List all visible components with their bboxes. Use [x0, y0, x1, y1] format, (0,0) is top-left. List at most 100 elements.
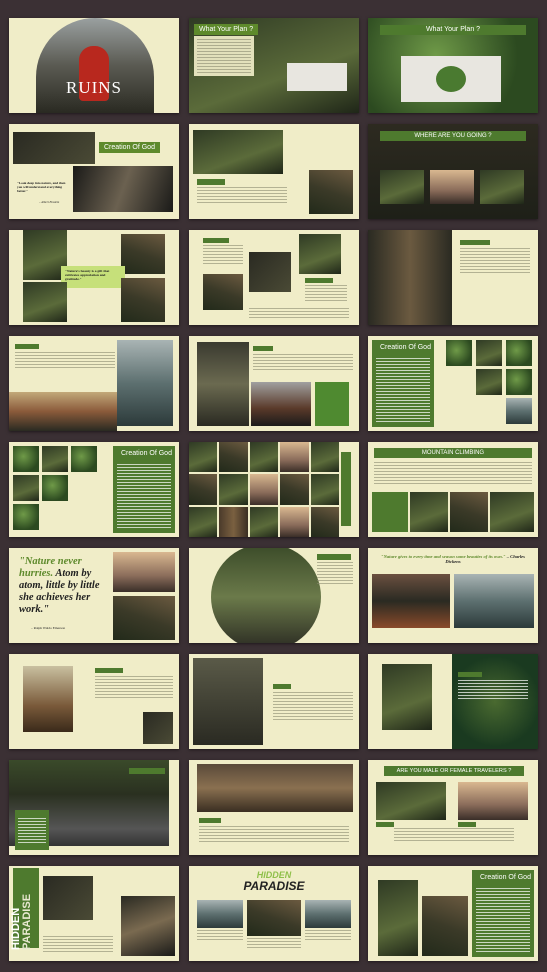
quote-text: "Look deep into nature, and then you wil… [17, 181, 66, 193]
slide-thumbnail[interactable]: What Your Plan ? [368, 18, 538, 113]
light-beam-photo [121, 896, 175, 956]
slide-thumbnail[interactable]: MOUNTAIN CLIMBING [368, 442, 538, 537]
slide-thumbnail[interactable]: Creation Of God [368, 336, 538, 431]
lake-photo [117, 340, 173, 426]
photo-grid [189, 442, 339, 537]
body-text [203, 245, 243, 265]
slide-title: RUINS [65, 78, 122, 97]
slide-thumbnail[interactable]: "Nature's beauty is a gift that cultivat… [9, 230, 179, 325]
waterfall-photo [121, 234, 165, 274]
slide-thumbnail[interactable]: RUINS [9, 18, 179, 113]
quote-text: "Nature never hurries. Atom by atom, lit… [19, 556, 100, 615]
slide-thumbnail[interactable]: Creation Of God "Look deep into nature, … [9, 124, 179, 219]
couple-photo [23, 666, 73, 732]
hiker-photo [382, 664, 432, 730]
hiker-photo [211, 548, 321, 643]
slide-thumbnail[interactable] [9, 336, 179, 431]
green-label [317, 554, 351, 560]
body-text [249, 308, 349, 318]
slide-title: Creation Of God [99, 142, 160, 153]
hiker-photo [197, 342, 249, 426]
caption-1 [197, 930, 243, 940]
photo-1 [378, 880, 418, 956]
photo-1 [113, 552, 175, 592]
slide-thumbnail[interactable] [189, 230, 359, 325]
photo-5 [42, 475, 68, 501]
slide-thumbnail[interactable]: WHERE ARE YOU GOING ? [368, 124, 538, 219]
light-photo [249, 252, 291, 292]
quote-text: "Nature gives to every time and season s… [381, 554, 525, 564]
body-text [476, 888, 530, 952]
slide-thumbnail[interactable] [189, 336, 359, 431]
slide-thumbnail[interactable]: What Your Plan ? [189, 18, 359, 113]
notebook-photo [287, 63, 347, 91]
photo-small [143, 712, 173, 744]
green-side-bar [13, 868, 39, 948]
hiker-photo [193, 658, 263, 745]
quote-text: "Nature's beauty is a gift that cultivat… [65, 269, 110, 281]
slide-thumbnail[interactable]: HIDDEN PARADISE [9, 866, 179, 961]
slide-thumbnail[interactable]: HIDDEN PARADISE [189, 866, 359, 961]
quote-box: "Nature's beauty is a gift that cultivat… [61, 266, 125, 288]
green-label [129, 768, 165, 774]
mountain-lake-photo [454, 574, 534, 628]
green-label [273, 684, 291, 689]
photo-4 [476, 369, 502, 395]
photo-1 [446, 340, 472, 366]
slide-thumbnail[interactable] [189, 548, 359, 643]
green-label [376, 822, 394, 827]
photo-1 [197, 900, 243, 928]
slide-thumbnail[interactable] [9, 654, 179, 749]
photo-2 [42, 446, 68, 472]
slide-thumbnail[interactable]: Creation Of God [9, 442, 179, 537]
slide-thumbnail[interactable] [368, 230, 538, 325]
red-jacket-figure [79, 46, 109, 101]
cave-photo [43, 876, 93, 920]
photo-2 [422, 896, 468, 956]
slide-title: Creation Of God [480, 874, 531, 881]
slide-thumbnail[interactable]: Creation Of God [368, 866, 538, 961]
green-block [315, 382, 349, 426]
river-photo [9, 392, 117, 431]
photo-5 [506, 369, 532, 395]
photo-1 [410, 492, 448, 532]
slide-title: What Your Plan ? [194, 24, 259, 35]
slide-thumbnail[interactable] [189, 760, 359, 855]
photo-6 [506, 398, 532, 424]
slide-title: Creation Of God [380, 344, 431, 351]
quote-author: – Ralph Waldo Emerson [31, 626, 66, 630]
photo-4 [13, 475, 39, 501]
green-label [253, 346, 273, 351]
green-label [203, 238, 229, 243]
forest-photo [23, 230, 67, 280]
photo-1 [380, 170, 424, 204]
photo-2 [430, 170, 474, 204]
slide-thumbnail[interactable] [9, 760, 179, 855]
light-beam-photo [73, 166, 173, 212]
forest-photo [309, 170, 353, 214]
slide-thumbnail[interactable] [368, 654, 538, 749]
hike-photo [203, 274, 243, 310]
green-label [458, 822, 476, 827]
slide-thumbnail[interactable]: "Nature never hurries. Atom by atom, lit… [9, 548, 179, 643]
slide-thumbnail[interactable]: "Nature gives to every time and season s… [368, 548, 538, 643]
body-text [458, 680, 528, 700]
body-text [197, 187, 287, 205]
slide-title: MOUNTAIN CLIMBING [374, 448, 532, 458]
body-text [460, 248, 530, 274]
slide-thumbnail[interactable] [189, 124, 359, 219]
green-label [305, 278, 333, 283]
photo-3 [305, 900, 351, 928]
slide-thumbnail[interactable]: ARE YOU MALE OR FEMALE TRAVELERS ? [368, 760, 538, 855]
slide-thumbnail[interactable] [189, 654, 359, 749]
green-label [460, 240, 490, 245]
slide-thumbnail[interactable] [189, 442, 359, 537]
campfire-photo [251, 382, 311, 426]
photo-2 [476, 340, 502, 366]
body-text [253, 354, 353, 372]
quote-author: – Albert Einstein [39, 200, 60, 204]
cave-photo [13, 132, 95, 164]
side-title: HIDDEN PARADISE [10, 893, 33, 950]
body-text [374, 462, 532, 484]
fern-photo [452, 654, 538, 749]
